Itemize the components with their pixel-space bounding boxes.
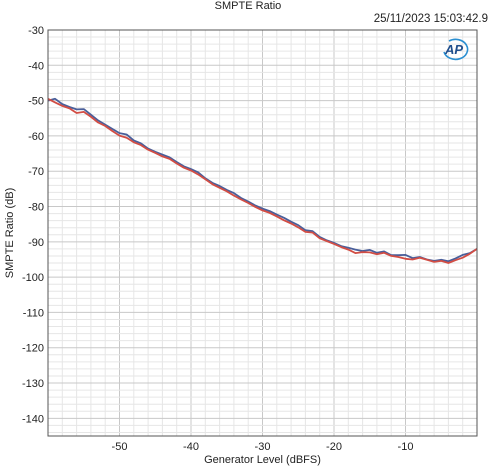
plot-frame bbox=[47, 29, 478, 437]
x-tick-label: -50 bbox=[112, 441, 128, 453]
y-tick-label: -70 bbox=[28, 166, 44, 178]
x-tick-label: -40 bbox=[183, 441, 199, 453]
y-tick-label: -40 bbox=[28, 60, 44, 72]
x-tick-label: -30 bbox=[255, 441, 271, 453]
x-tick-labels: -50 -40 -30 -20 -10 bbox=[112, 441, 414, 453]
grid bbox=[48, 30, 477, 436]
ap-logo-icon: AP bbox=[441, 38, 471, 62]
y-tick-label: -50 bbox=[28, 96, 44, 108]
series-line-2 bbox=[47, 97, 478, 264]
y-tick-label: -60 bbox=[28, 131, 44, 143]
x-tick-label: -10 bbox=[398, 441, 414, 453]
y-tick-label: -30 bbox=[28, 25, 44, 37]
y-tick-label: -140 bbox=[22, 413, 44, 425]
x-axis-label: Generator Level (dBFS) bbox=[204, 454, 321, 466]
series-line-1 bbox=[47, 97, 478, 263]
y-tick-label: -80 bbox=[28, 202, 44, 214]
chart-title: SMPTE Ratio bbox=[214, 0, 282, 12]
y-tick-label: -100 bbox=[22, 272, 44, 284]
y-tick-label: -110 bbox=[23, 307, 44, 319]
y-tick-label: -90 bbox=[28, 237, 44, 249]
y-tick-labels: -30 -40 -50 -60 -70 -80 -90 -100 -110 -120 -130 -14… bbox=[22, 25, 44, 425]
y-tick-label: -120 bbox=[22, 343, 44, 355]
y-tick-label: -130 bbox=[22, 378, 44, 390]
logo-text: AP bbox=[444, 42, 463, 57]
x-tick-label: -20 bbox=[326, 441, 342, 453]
timestamp: 25/11/2023 15:03:42.9 bbox=[373, 13, 488, 25]
y-axis-label: SMPTE Ratio (dB) bbox=[4, 188, 16, 278]
series-group bbox=[47, 97, 478, 264]
